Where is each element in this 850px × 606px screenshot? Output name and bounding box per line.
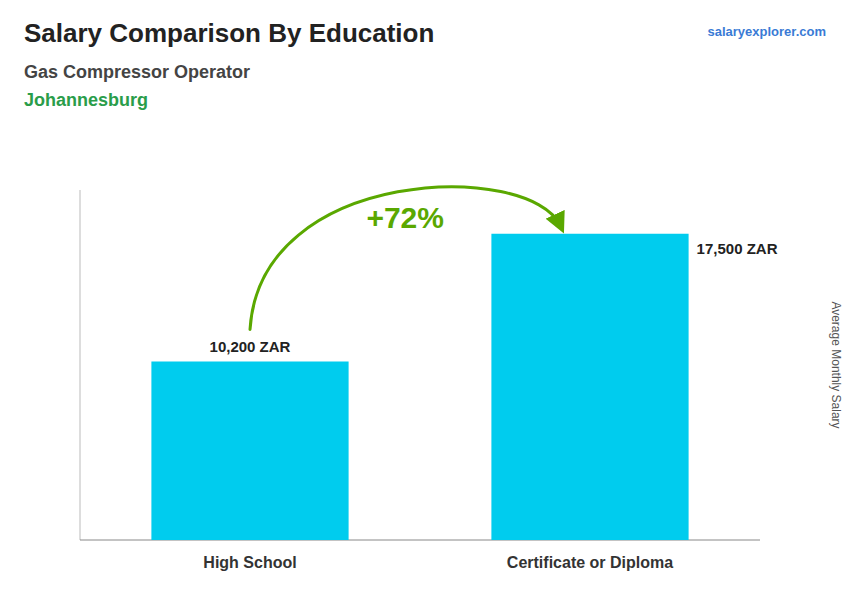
category-label: High School (203, 554, 296, 571)
city: Johannesburg (24, 90, 148, 110)
y-axis-label: Average Monthly Salary (829, 301, 843, 428)
pct-change: +72% (366, 201, 444, 234)
subtitle: Gas Compressor Operator (24, 62, 250, 82)
bar (151, 362, 348, 541)
bar (491, 234, 688, 540)
change-arrow (250, 187, 560, 330)
value-label: 10,200 ZAR (210, 338, 291, 355)
category-label: Certificate or Diploma (507, 554, 673, 571)
source: salaryexplorer.com (707, 24, 826, 39)
value-label: 17,500 ZAR (697, 240, 778, 257)
chart: Salary Comparison By Education Gas Compre… (0, 0, 850, 606)
title: Salary Comparison By Education (24, 18, 434, 48)
y-axis-line (80, 190, 81, 540)
bars (151, 234, 688, 540)
